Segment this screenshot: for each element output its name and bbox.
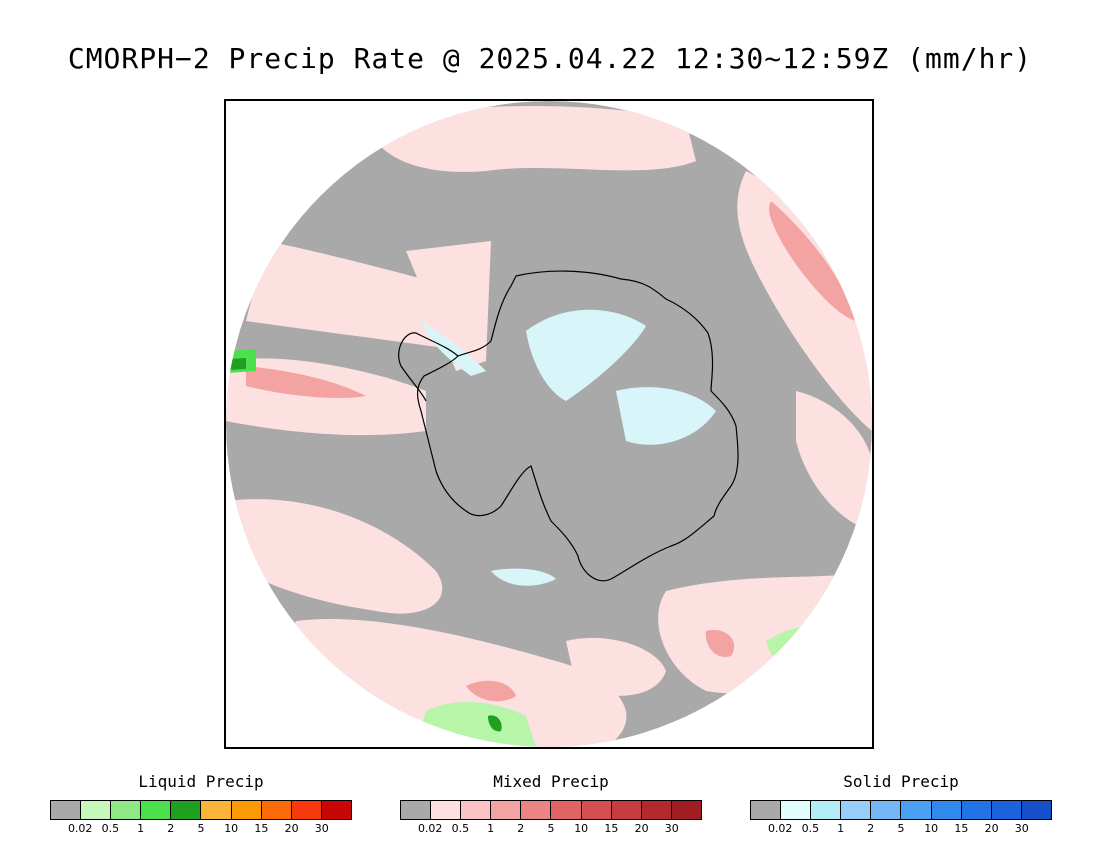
legend-tick-label: 0.02 (768, 822, 793, 835)
legend-tick-label: 0.02 (68, 822, 93, 835)
legend-tick-label: 1 (837, 822, 844, 835)
legend-solid: Solid Precip 0.020.512510152030 (750, 772, 1052, 792)
legend-tick-label: 5 (198, 822, 205, 835)
legend-swatch-2 (111, 801, 141, 819)
legend-ticks: 0.02 0.5 1 2 5 10 15 20 30 (750, 822, 1052, 836)
legend-tick-label: 0.5 (102, 822, 120, 835)
legend-tick-label: 0.5 (802, 822, 820, 835)
legend-swatch-4 (171, 801, 201, 819)
legend-tick-label: 2 (867, 822, 874, 835)
legend-tick-label: 30 (665, 822, 679, 835)
legend-tick-label: 30 (315, 822, 329, 835)
legend-mixed: Mixed Precip 0.020.512510152030 (400, 772, 702, 792)
legend-swatch-7 (262, 801, 292, 819)
legend-ticks: 0.02 0.5 1 2 5 10 15 20 30 (50, 822, 352, 836)
legend-tick-label: 20 (635, 822, 649, 835)
legend-swatch-5 (901, 801, 931, 819)
legend-swatch-7 (612, 801, 642, 819)
legend-tick-label: 15 (954, 822, 968, 835)
legend-tick-label: 2 (517, 822, 524, 835)
legend-title: Mixed Precip (400, 772, 702, 792)
legend-tick-label: 20 (985, 822, 999, 835)
legend-liquid: Liquid Precip 0.020.512510152030 (50, 772, 352, 792)
legend-title: Liquid Precip (50, 772, 352, 792)
legend-swatch-3 (141, 801, 171, 819)
liquid-region-west-core (228, 358, 246, 370)
legend-swatch-2 (811, 801, 841, 819)
legend-tick-label: 1 (137, 822, 144, 835)
legend-swatch-1 (81, 801, 111, 819)
legend-swatch-9 (322, 801, 351, 819)
legend-ticks: 0.02 0.5 1 2 5 10 15 20 30 (400, 822, 702, 836)
legend-tick-label: 5 (548, 822, 555, 835)
map-frame (224, 99, 874, 749)
legend-tick-label: 10 (574, 822, 588, 835)
legend-swatch-8 (292, 801, 322, 819)
legend-swatch-4 (871, 801, 901, 819)
legend-tick-label: 10 (224, 822, 238, 835)
chart-title: CMORPH−2 Precip Rate @ 2025.04.22 12:30~… (0, 42, 1100, 75)
legend-swatch-9 (672, 801, 701, 819)
legend-tick-label: 1 (487, 822, 494, 835)
legend-tick-label: 30 (1015, 822, 1029, 835)
legend-tick-label: 0.5 (452, 822, 470, 835)
legend-swatch-3 (491, 801, 521, 819)
legend-swatch-8 (992, 801, 1022, 819)
legend-tick-label: 0.02 (418, 822, 443, 835)
legend-title: Solid Precip (750, 772, 1052, 792)
legend-swatch-9 (1022, 801, 1051, 819)
legend-swatch-7 (962, 801, 992, 819)
legend-swatch-5 (201, 801, 231, 819)
legend-swatch-8 (642, 801, 672, 819)
legend-swatch-5 (551, 801, 581, 819)
polar-map (226, 101, 872, 747)
legend-swatch-3 (841, 801, 871, 819)
legend-swatch-6 (232, 801, 262, 819)
mixed-region-north (366, 106, 696, 172)
legend-swatch-0 (751, 801, 781, 819)
legend-swatch-0 (401, 801, 431, 819)
legend-swatch-1 (781, 801, 811, 819)
legend-tick-label: 10 (924, 822, 938, 835)
legend-tick-label: 2 (167, 822, 174, 835)
legend-swatch-4 (521, 801, 551, 819)
legend-swatch-6 (582, 801, 612, 819)
legend-swatch-0 (51, 801, 81, 819)
mixed-region-southeast (658, 571, 872, 694)
legend-swatch-1 (431, 801, 461, 819)
legend-bar (400, 800, 702, 820)
legend-bar (750, 800, 1052, 820)
legend-tick-label: 15 (604, 822, 618, 835)
legend-swatch-2 (461, 801, 491, 819)
legend-bar (50, 800, 352, 820)
legend-tick-label: 5 (898, 822, 905, 835)
legend-tick-label: 20 (285, 822, 299, 835)
legend-tick-label: 15 (254, 822, 268, 835)
legend-swatch-6 (932, 801, 962, 819)
